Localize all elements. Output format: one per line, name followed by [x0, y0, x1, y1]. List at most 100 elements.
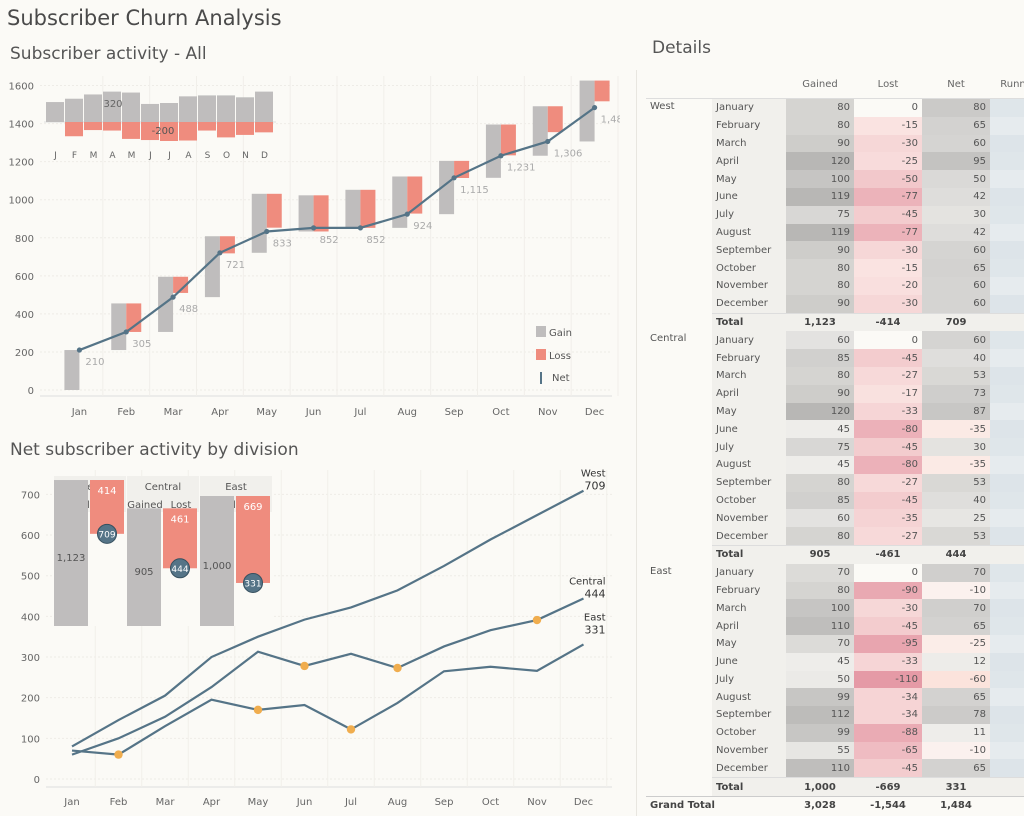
table-row[interactable]: June 119 -77 42	[646, 187, 1024, 206]
inset-net-marker	[97, 523, 117, 544]
division-label: West	[650, 101, 675, 112]
table-row[interactable]: February 85 -45 40	[646, 349, 1024, 367]
gain-bar	[64, 350, 80, 390]
column-header[interactable]: Runn	[990, 70, 1024, 99]
lost-cell: -34	[854, 706, 922, 724]
running-cell	[990, 706, 1024, 724]
gained-cell: 50	[786, 670, 854, 689]
table-row[interactable]: October 85 -45 40	[646, 491, 1024, 510]
net-value-label: 852	[320, 235, 339, 246]
table-row[interactable]: November 60 -35 25	[646, 509, 1024, 528]
table-row[interactable]: September 80 -27 53	[646, 473, 1024, 492]
net-cell: 60	[922, 241, 990, 260]
series-end-value: 709	[585, 480, 606, 493]
table-row[interactable]: October 80 -15 65	[646, 259, 1024, 277]
column-header[interactable]: Gained	[786, 70, 854, 99]
loss-bar	[500, 124, 516, 156]
table-row[interactable]: April 110 -45 65	[646, 617, 1024, 635]
month-cell: September	[712, 473, 786, 492]
running-cell	[990, 294, 1024, 314]
division-line-chart: 0 100 200 300 400 500 600 700 Jan Feb Mar Apr May Jun…	[21, 469, 612, 808]
x-tick-label: Jul	[353, 407, 366, 418]
month-cell: April	[712, 152, 786, 171]
details-table-panel[interactable]: Gained Lost Net Runn West January 80 0 80 Februa…	[646, 70, 1024, 816]
table-row[interactable]: November 55 -65 -10	[646, 741, 1024, 760]
table-row[interactable]: July 50 -110 -60	[646, 670, 1024, 689]
net-cell: 30	[922, 438, 990, 456]
table-row[interactable]: September 112 -34 78	[646, 706, 1024, 724]
table-row[interactable]: March 100 -30 70	[646, 599, 1024, 618]
total-net: 709	[922, 312, 990, 332]
table-row[interactable]: October 99 -88 11	[646, 723, 1024, 742]
table-row[interactable]: July 75 -45 30	[646, 438, 1024, 456]
month-cell: September	[712, 241, 786, 260]
x-tick-label: Jun	[296, 797, 313, 808]
table-row[interactable]: March 80 -27 53	[646, 366, 1024, 385]
table-row[interactable]: West January 80 0 80	[646, 98, 1024, 117]
table-row[interactable]: May 120 -33 87	[646, 402, 1024, 421]
table-row[interactable]: September 90 -30 60	[646, 241, 1024, 260]
x-tick-label: Sep	[445, 407, 464, 418]
table-row[interactable]: December 80 -27 53	[646, 527, 1024, 546]
table-row[interactable]: July 75 -45 30	[646, 205, 1024, 224]
inset-gained-bar	[127, 508, 161, 626]
net-point	[76, 347, 83, 353]
running-cell	[990, 741, 1024, 760]
table-row[interactable]: August 99 -34 65	[646, 688, 1024, 707]
table-row[interactable]: December 90 -30 60	[646, 294, 1024, 314]
table-row[interactable]: May 100 -50 50	[646, 170, 1024, 188]
division-label: Central	[650, 333, 687, 345]
x-tick-label: Sep	[435, 797, 454, 808]
month-cell: February	[712, 116, 786, 135]
gained-cell: 80	[786, 116, 854, 135]
gained-cell: 80	[786, 527, 854, 546]
grand-total-row: Grand Total 3,028 -1,544 1,484	[646, 796, 1024, 815]
month-cell: April	[712, 384, 786, 403]
table-row[interactable]: April 120 -25 95	[646, 152, 1024, 171]
net-cell: 25	[922, 509, 990, 528]
lost-cell: -45	[854, 438, 922, 456]
gained-cell: 45	[786, 455, 854, 474]
gained-cell: 70	[786, 563, 854, 582]
table-row[interactable]: May 70 -95 -25	[646, 634, 1024, 653]
running-cell	[990, 331, 1024, 350]
gain-bar	[579, 80, 595, 142]
running-cell	[990, 276, 1024, 295]
inset-gained-value: 905	[134, 567, 153, 578]
table-row[interactable]: February 80 -90 -10	[646, 581, 1024, 600]
table-row[interactable]: Central January 60 0 60	[646, 331, 1024, 350]
month-cell: November	[712, 509, 786, 528]
net-value-label: 1,484	[601, 115, 620, 126]
table-row[interactable]: February 80 -15 65	[646, 116, 1024, 135]
table-row[interactable]: East January 70 0 70	[646, 563, 1024, 582]
column-header[interactable]: Lost	[854, 70, 922, 99]
table-row[interactable]: August 119 -77 42	[646, 223, 1024, 242]
table-row[interactable]: April 90 -17 73	[646, 384, 1024, 403]
table-row[interactable]: November 80 -20 60	[646, 276, 1024, 295]
inset-loss-bar	[65, 122, 83, 137]
gained-cell: 120	[786, 402, 854, 421]
net-cell: 65	[922, 759, 990, 778]
inset-loss-bar	[84, 122, 102, 131]
loss-bar	[594, 80, 610, 102]
table-row[interactable]: June 45 -80 -35	[646, 420, 1024, 439]
table-row[interactable]: March 90 -30 60	[646, 134, 1024, 153]
net-value-label: 210	[85, 357, 104, 368]
running-cell	[990, 599, 1024, 618]
section-title-division: Net subscriber activity by division	[10, 440, 299, 460]
inset-gain-bar	[217, 95, 235, 122]
table-row[interactable]: August 45 -80 -35	[646, 455, 1024, 474]
y-tick-label: 500	[21, 572, 40, 583]
column-header[interactable]: Net	[922, 70, 990, 99]
running-cell	[990, 98, 1024, 117]
x-tick-label: Oct	[482, 797, 499, 808]
loss-bar	[219, 236, 235, 254]
gained-cell: 112	[786, 706, 854, 724]
total-net: 331	[922, 777, 990, 797]
table-row[interactable]: June 45 -33 12	[646, 652, 1024, 671]
net-point	[170, 294, 176, 300]
total-gained: 905	[786, 544, 854, 564]
table-row[interactable]: December 110 -45 65	[646, 759, 1024, 778]
series-line-central	[71, 597, 584, 756]
month-cell: May	[712, 170, 786, 188]
